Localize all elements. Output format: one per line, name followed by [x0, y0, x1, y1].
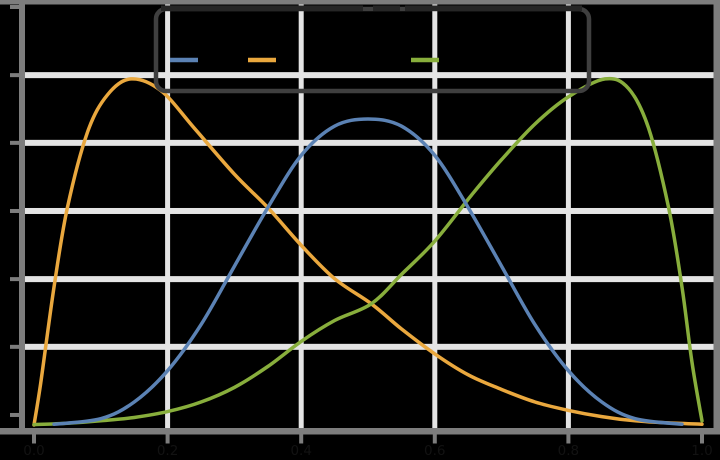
- gridline-horizontal: [25, 72, 714, 79]
- x-tick-label: 0.4: [290, 443, 311, 459]
- y-tick-mark: [10, 73, 19, 78]
- clipped-title-fragment: [373, 5, 400, 11]
- x-tick-label: 0.0: [23, 443, 44, 459]
- clipped-title-fragment: [405, 5, 582, 11]
- y-tick-mark: [10, 412, 19, 417]
- x-tick-label: 0.2: [157, 443, 178, 459]
- horizontal-gridlines: [25, 72, 714, 350]
- y-tick-mark: [10, 277, 19, 282]
- legend-frame: [153, 6, 592, 94]
- y-tick-mark: [10, 5, 19, 9]
- gridline-vertical: [165, 4, 171, 428]
- vertical-gridlines: [165, 4, 571, 428]
- axes-spines: [0, 0, 720, 435]
- gridline-horizontal: [25, 343, 714, 350]
- x-tick-labels: 0.0 0.2 0.4 0.6 0.8 1.0: [23, 443, 712, 459]
- y-tick-mark: [10, 344, 19, 349]
- y-tick-mark: [10, 208, 19, 213]
- x-tick-label: 1.0: [691, 443, 712, 459]
- x-tick-mark: [32, 434, 36, 444]
- x-tick-mark: [299, 434, 304, 444]
- gridline-vertical: [565, 4, 571, 428]
- y-tick-marks: [10, 5, 19, 417]
- right-spine: [713, 0, 720, 434]
- x-tick-mark: [700, 434, 704, 444]
- gridline-horizontal: [25, 276, 714, 283]
- x-tick-mark: [566, 434, 571, 444]
- gridline-vertical: [432, 4, 438, 428]
- gridline-horizontal: [25, 139, 714, 146]
- data-curves: [32, 76, 704, 427]
- x-tick-marks: [32, 434, 704, 444]
- x-tick-mark: [432, 434, 437, 444]
- gridline-vertical: [298, 4, 304, 428]
- x-tick-mark: [165, 434, 170, 444]
- y-tick-mark: [10, 140, 19, 145]
- clipped-title-fragment: [161, 5, 363, 11]
- green-curve: [32, 76, 704, 427]
- legend-box: [153, 5, 592, 94]
- x-tick-label: 0.8: [558, 443, 579, 459]
- bottom-spine: [0, 428, 720, 435]
- blue-curve: [52, 117, 684, 426]
- clipped-title-text: [161, 5, 582, 11]
- gold-curve: [32, 77, 704, 427]
- gridline-horizontal: [25, 207, 714, 214]
- x-tick-label: 0.6: [424, 443, 445, 459]
- left-spine: [19, 0, 25, 432]
- top-spine: [0, 0, 720, 5]
